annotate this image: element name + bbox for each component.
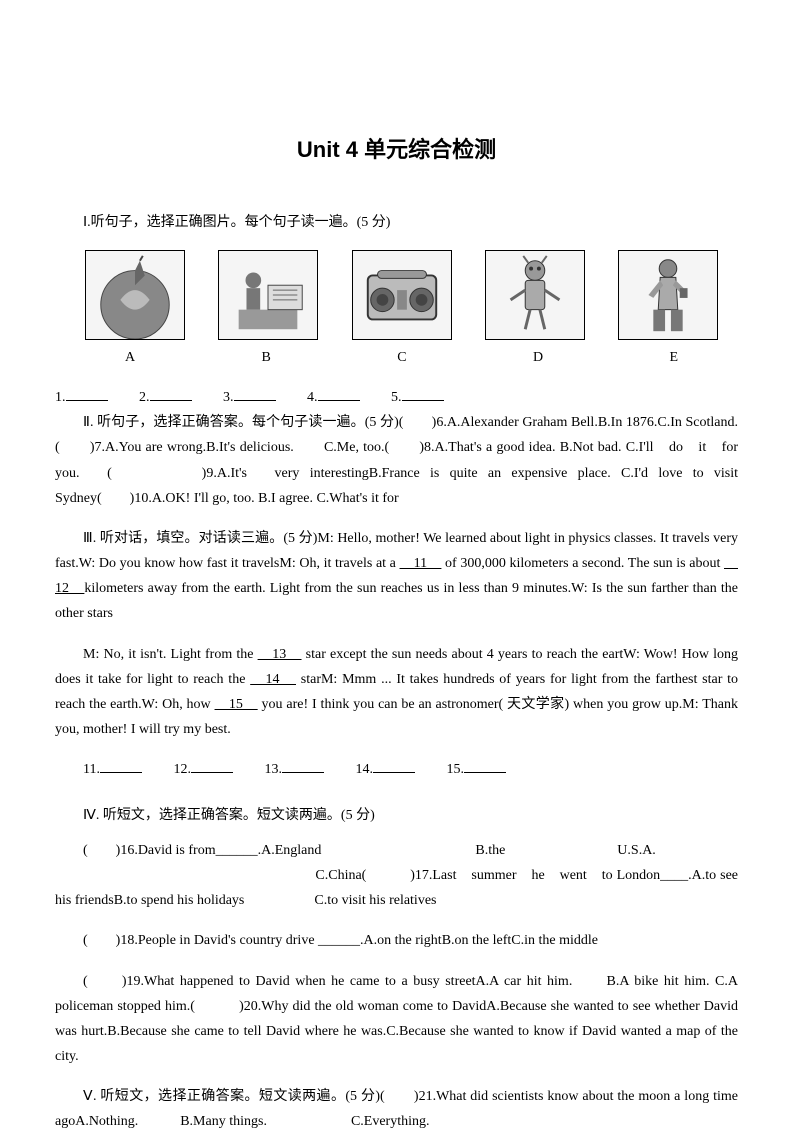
image-options-row: [55, 245, 738, 340]
label-b: B: [262, 345, 271, 370]
blank-11[interactable]: 11: [400, 556, 442, 571]
answer-13: 13.: [264, 762, 282, 777]
s3-t4: M: No, it isn't. Light from the: [83, 647, 258, 662]
option-image-b: [218, 250, 318, 340]
blank-14[interactable]: 14: [250, 672, 296, 687]
q16-text: ( )16.David is from______.A.England B.th…: [83, 843, 656, 858]
option-image-a: [85, 250, 185, 340]
section4-q16b: C.China( )17.Last summer he went to Lond…: [55, 863, 738, 913]
s3-t2: of 300,000 kilometers a second. The sun …: [441, 556, 724, 571]
blank-a15[interactable]: [464, 759, 506, 773]
option-image-e: [618, 250, 718, 340]
s3-t3: kilometers away from the earth. Light fr…: [55, 581, 738, 621]
section4-heading: Ⅳ. 听短文，选择正确答案。短文读两遍。(5 分): [55, 803, 738, 828]
section3-para1: Ⅲ. 听对话，填空。对话读三遍。(5 分)M: Hello, mother! W…: [55, 526, 738, 627]
label-e: E: [669, 345, 678, 370]
section2-text: Ⅱ. 听句子，选择正确答案。每个句子读一遍。(5 分)( )6.A.Alexan…: [55, 410, 738, 511]
image-labels-row: A B C D E: [55, 345, 738, 370]
label-a: A: [125, 345, 135, 370]
section1-answers: 1. 2. 3. 4. 5.: [55, 385, 738, 410]
answer-2: 2.: [139, 390, 150, 405]
blank-a13[interactable]: [282, 759, 324, 773]
section4-q18: ( )18.People in David's country drive __…: [55, 928, 738, 953]
section4-q19: ( )19.What happened to David when he cam…: [55, 969, 738, 1070]
blank-15[interactable]: 15: [215, 697, 258, 712]
option-image-d: [485, 250, 585, 340]
answer-5: 5.: [391, 390, 402, 405]
answer-12: 12.: [173, 762, 191, 777]
section4-q16: ( )16.David is from______.A.England B.th…: [55, 838, 738, 863]
section3-answers: 11. 12. 13. 14. 15.: [55, 757, 738, 782]
page-title: Unit 4 单元综合检测: [55, 130, 738, 170]
blank-a11[interactable]: [100, 759, 142, 773]
blank-3[interactable]: [234, 387, 276, 401]
answer-15: 15.: [446, 762, 464, 777]
section5-text: Ⅴ. 听短文，选择正确答案。短文读两遍。(5 分)( )21.What did …: [55, 1084, 738, 1134]
answer-1: 1.: [55, 390, 66, 405]
answer-14: 14.: [355, 762, 373, 777]
blank-13[interactable]: 13: [258, 647, 302, 662]
section3-para2: M: No, it isn't. Light from the 13 star …: [55, 642, 738, 743]
answer-3: 3.: [223, 390, 234, 405]
option-image-c: [352, 250, 452, 340]
blank-4[interactable]: [318, 387, 360, 401]
blank-5[interactable]: [402, 387, 444, 401]
blank-2[interactable]: [150, 387, 192, 401]
blank-1[interactable]: [66, 387, 108, 401]
answer-4: 4.: [307, 390, 318, 405]
label-d: D: [533, 345, 543, 370]
blank-a14[interactable]: [373, 759, 415, 773]
section1-heading: Ⅰ.听句子，选择正确图片。每个句子读一遍。(5 分): [55, 210, 738, 235]
blank-a12[interactable]: [191, 759, 233, 773]
label-c: C: [397, 345, 406, 370]
answer-11: 11.: [83, 762, 100, 777]
